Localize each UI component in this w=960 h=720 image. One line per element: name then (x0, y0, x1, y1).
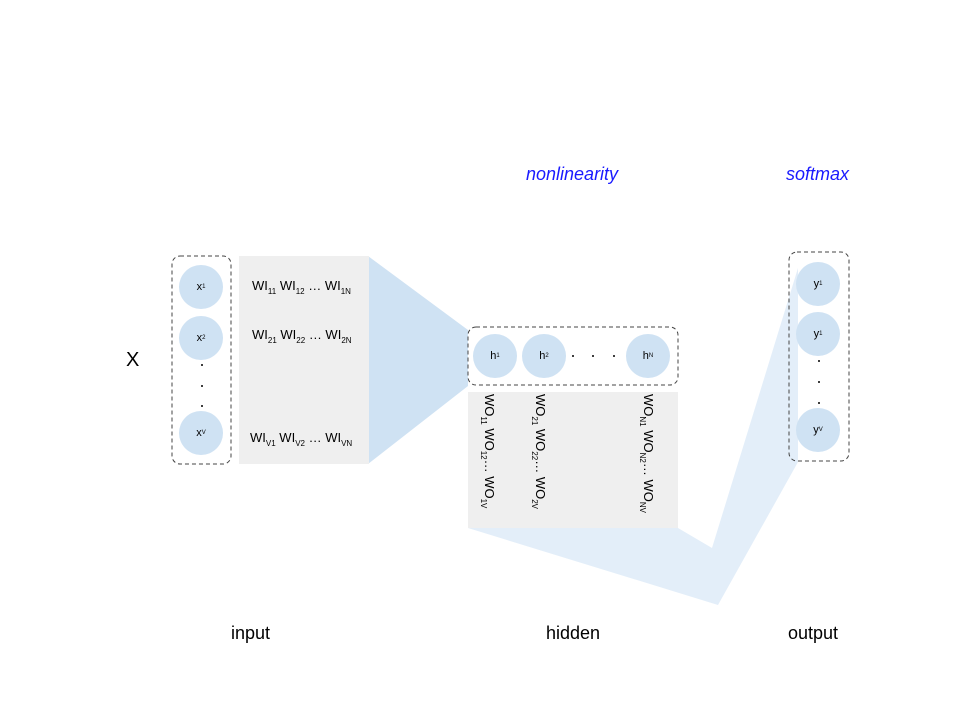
output-weight-box (468, 392, 678, 528)
hidden-output-projection (468, 268, 798, 605)
nonlinearity-label: nonlinearity (526, 164, 619, 184)
output-weight-column: WO21 WO22… WO2V (530, 394, 548, 509)
ellipsis-dot (818, 360, 820, 362)
input-weight-row: WI21 WI22 … WI2N (252, 327, 352, 345)
output-layer-group (788, 251, 850, 462)
output-weight-column: WON1 WON2… WONV (638, 394, 656, 513)
output-layer-label: output (788, 623, 839, 643)
softmax-label: softmax (786, 164, 850, 184)
hidden-layer-label: hidden (546, 623, 601, 643)
input-layer-label: input (231, 623, 271, 643)
ellipsis-dot (201, 364, 203, 366)
ellipsis-dot (818, 381, 820, 383)
ellipsis-dot (613, 355, 615, 357)
ellipsis-dot (201, 385, 203, 387)
input-weight-row: WI11 WI12 … WI1N (252, 278, 351, 296)
input-weight-box (239, 256, 369, 464)
output-weight-column: WO11 WO12… WO1V (479, 394, 497, 509)
input-symbol: X (126, 349, 140, 371)
input-weight-row: WIV1 WIV2 … WIVN (250, 430, 353, 448)
input-layer-group (171, 255, 232, 465)
ellipsis-dot (592, 355, 594, 357)
ellipsis-dot (201, 405, 203, 407)
ellipsis-dot (572, 355, 574, 357)
input-hidden-projection (368, 256, 468, 464)
hidden-layer-group (467, 326, 679, 386)
ellipsis-dot (818, 402, 820, 404)
